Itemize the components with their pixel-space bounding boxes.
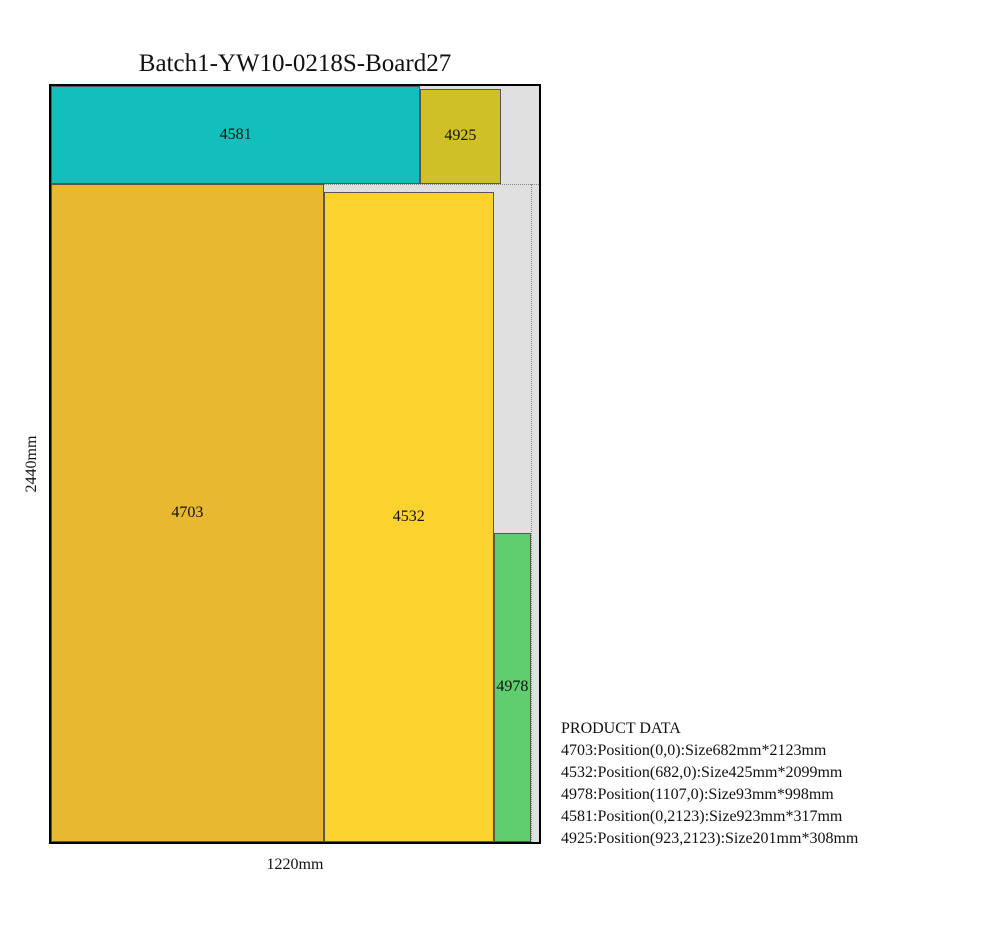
legend-line: 4581:Position(0,2123):Size923mm*317mm xyxy=(561,808,843,825)
legend-line: 4978:Position(1107,0):Size93mm*998mm xyxy=(561,786,834,803)
piece-label: 4532 xyxy=(392,507,425,525)
y-axis-label: 2440mm xyxy=(23,435,40,493)
piece-label: 4925 xyxy=(444,127,477,145)
piece-4581: 4581 xyxy=(51,86,421,185)
piece-4925: 4925 xyxy=(420,88,501,185)
legend-line: 4703:Position(0,0):Size682mm*2123mm xyxy=(561,742,827,759)
legend-line: 4925:Position(923,2123):Size201mm*308mm xyxy=(561,830,859,847)
piece-4703: 4703 xyxy=(51,184,324,842)
product-data-legend: PRODUCT DATA 4703:Position(0,0):Size682m… xyxy=(561,718,858,850)
board-title: Batch1-YW10-0218S-Board27 xyxy=(138,50,452,77)
piece-label: 4703 xyxy=(171,504,204,522)
cut-line-vertical xyxy=(531,184,532,842)
legend-heading: PRODUCT DATA xyxy=(561,720,681,737)
piece-label: 4581 xyxy=(219,126,252,144)
piece-label: 4978 xyxy=(496,678,529,696)
board-canvas: 4703 4532 4978 4581 4925 xyxy=(49,84,541,844)
x-axis-label: 1220mm xyxy=(266,856,324,873)
piece-4978: 4978 xyxy=(493,532,531,842)
piece-4532: 4532 xyxy=(323,191,494,842)
legend-line: 4532:Position(682,0):Size425mm*2099mm xyxy=(561,764,843,781)
